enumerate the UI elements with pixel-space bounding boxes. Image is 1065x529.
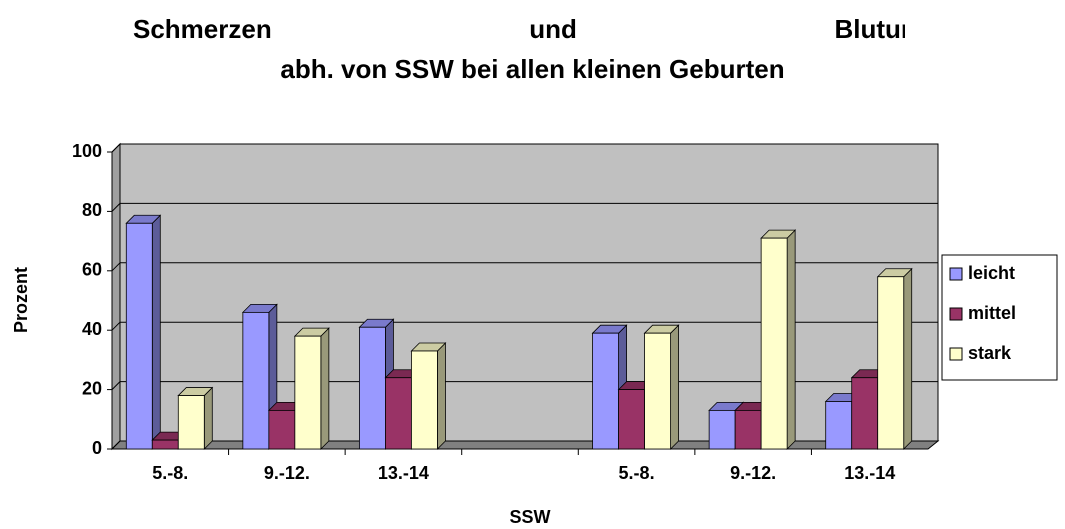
x-tick-label: 9.-12. — [730, 463, 776, 483]
floor — [110, 440, 940, 450]
x-tick-label: 13.-14 — [844, 463, 895, 483]
bar — [151, 439, 179, 450]
bar — [708, 409, 736, 450]
bar-side — [320, 327, 330, 450]
grid-line-side — [111, 143, 121, 153]
bar — [825, 401, 853, 450]
title-clip: Schmerzen und Blutungen — [133, 12, 905, 52]
grid-line-side — [111, 321, 121, 331]
legend-label: stark — [968, 343, 1012, 363]
bar — [851, 377, 879, 450]
y-tick-label: 40 — [82, 319, 102, 339]
bar — [644, 332, 671, 450]
bar — [268, 409, 296, 450]
bar-side — [203, 386, 213, 450]
bar — [385, 377, 412, 450]
y-tick-label: 80 — [82, 200, 102, 220]
bar-side — [151, 214, 161, 450]
bar-side — [670, 324, 679, 450]
bar — [177, 395, 205, 450]
x-tick-label: 5.-8. — [152, 463, 188, 483]
y-tick-label: 0 — [92, 438, 102, 458]
bar — [618, 389, 645, 450]
bar — [877, 276, 905, 450]
bar-side — [437, 342, 446, 450]
bar — [592, 332, 619, 450]
bar — [125, 222, 153, 450]
x-tick-label: 5.-8. — [619, 463, 655, 483]
grid-line-side — [111, 381, 121, 390]
bar — [359, 326, 386, 450]
bar-side — [786, 229, 796, 450]
x-axis-label: SSW — [509, 507, 550, 527]
x-tick-label: 13.-14 — [378, 463, 429, 483]
y-axis-label: Prozent — [11, 267, 31, 333]
bar — [760, 237, 788, 450]
side-wall — [111, 142, 121, 451]
grid-line-side — [111, 440, 121, 450]
chart-subtitle: abh. von SSW bei allen kleinen Geburten — [280, 54, 785, 84]
legend-label: leicht — [968, 263, 1015, 283]
legend-label: mittel — [968, 303, 1016, 323]
x-tick-label: 9.-12. — [264, 463, 310, 483]
y-tick-label: 20 — [82, 378, 102, 398]
y-tick-label: 60 — [82, 260, 102, 280]
bar — [242, 311, 270, 450]
y-tick-label: 100 — [72, 141, 102, 161]
legend-swatch — [949, 307, 963, 321]
bar — [734, 409, 762, 450]
bar — [411, 350, 438, 450]
legend-swatch — [949, 267, 963, 281]
legend-swatch — [949, 347, 963, 361]
bar-side — [903, 267, 913, 450]
grid-line-side — [111, 203, 121, 212]
grid-line-side — [111, 262, 121, 272]
chart-title: Schmerzen und Blutungen — [133, 14, 905, 44]
bar — [294, 335, 322, 450]
